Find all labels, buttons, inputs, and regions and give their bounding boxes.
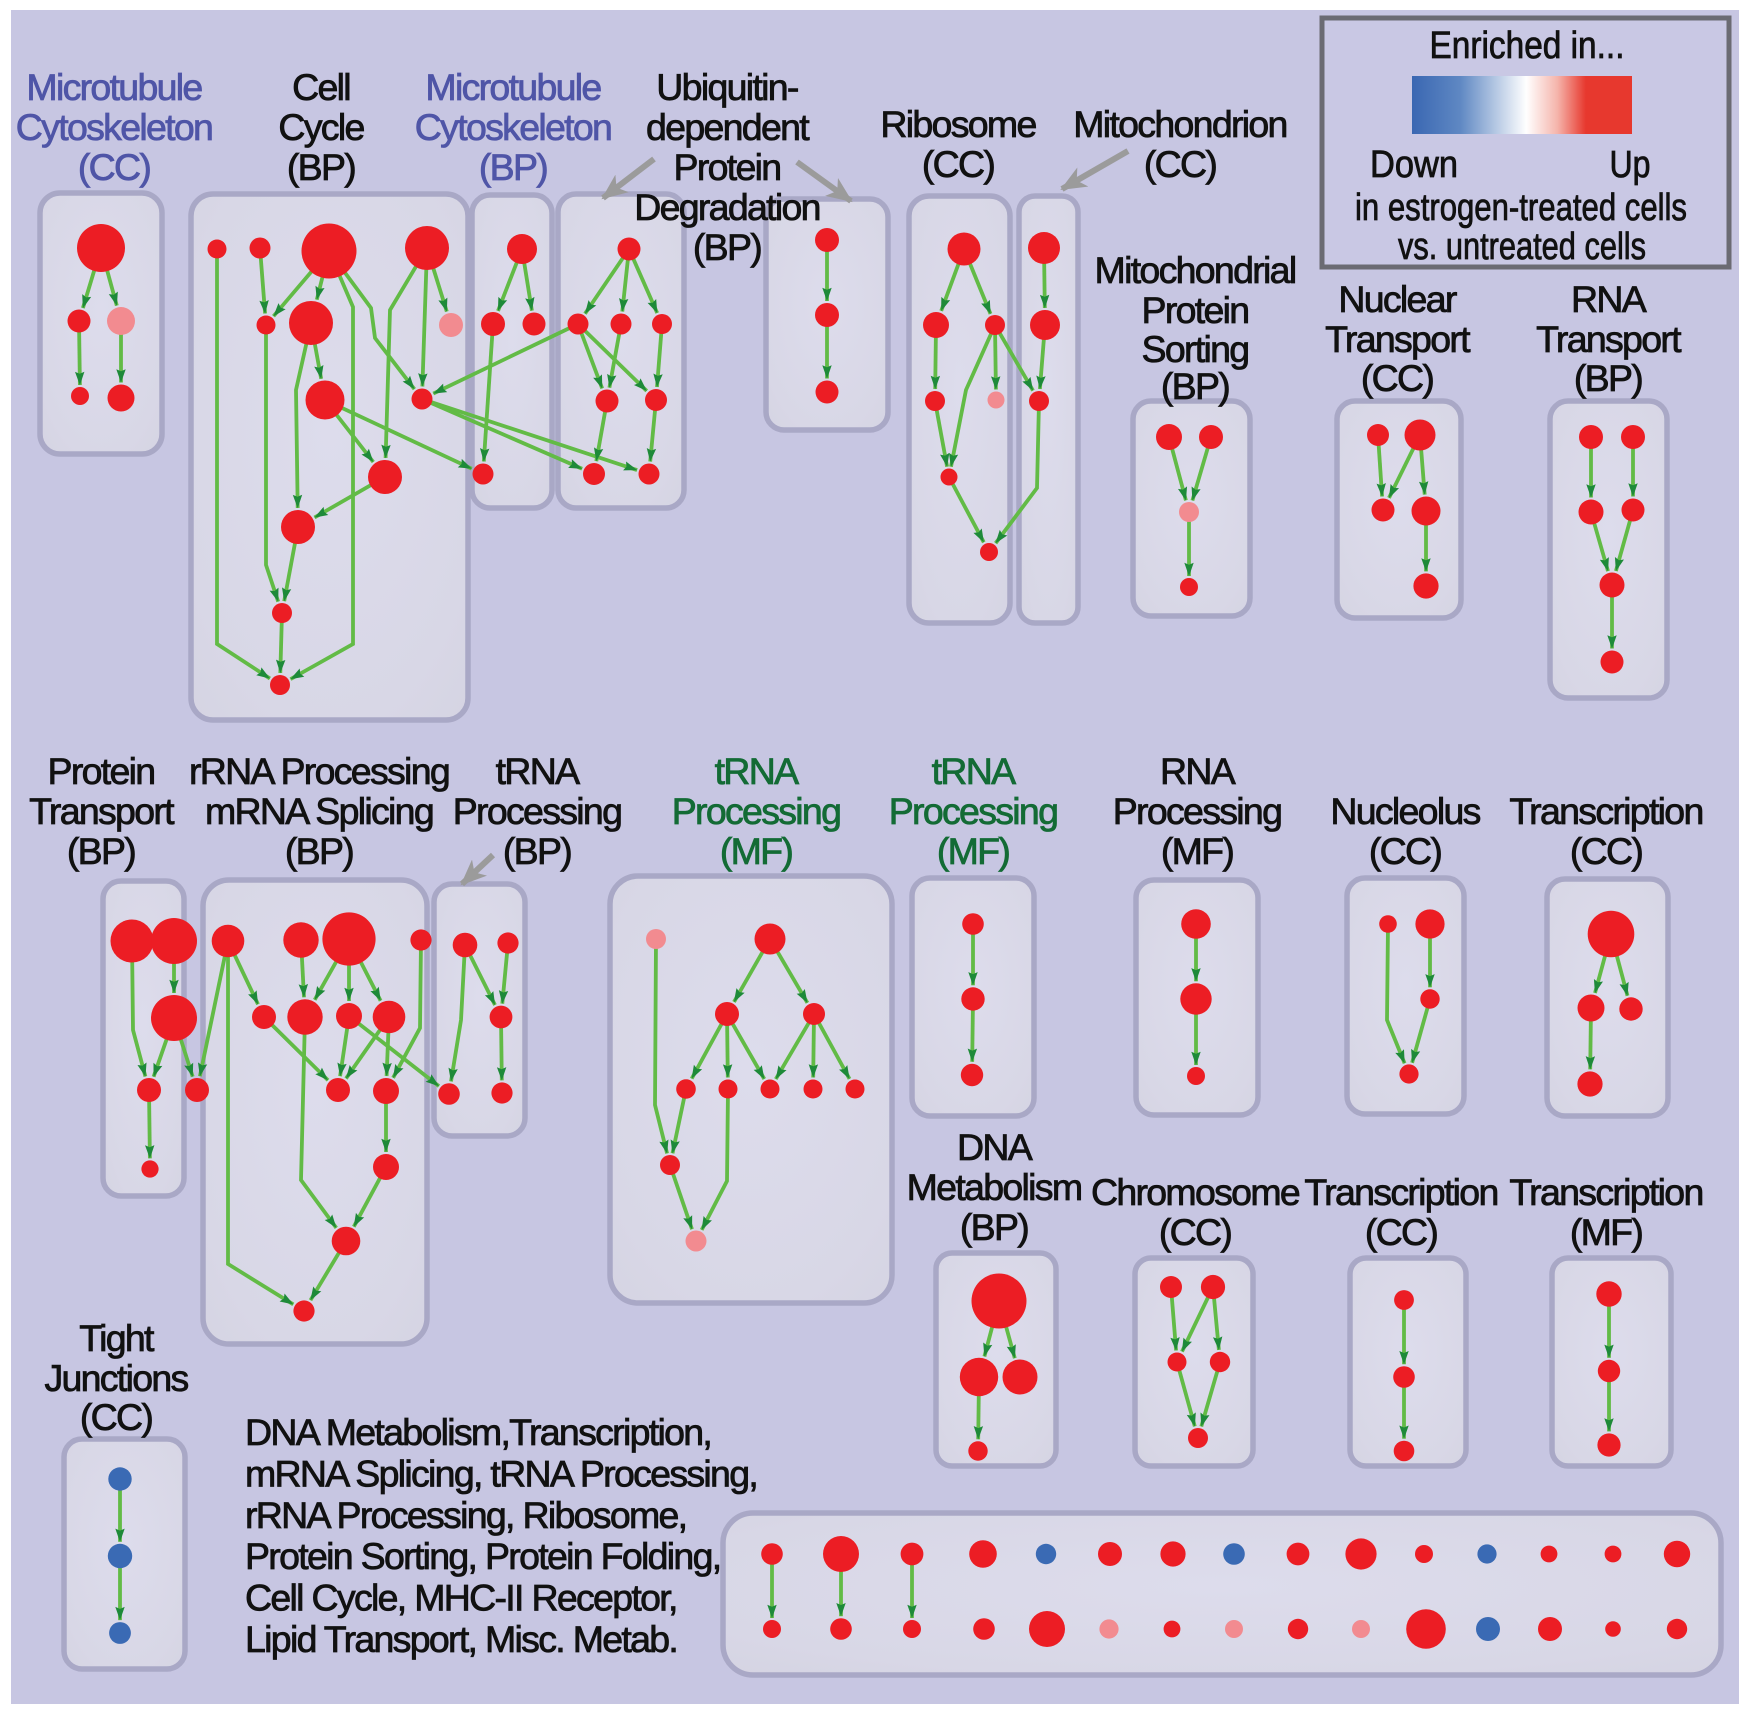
svg-text:Cytoskeleton: Cytoskeleton (16, 106, 212, 148)
svg-text:(CC): (CC) (1369, 830, 1442, 872)
svg-text:(CC): (CC) (1361, 357, 1434, 399)
svg-text:vs. untreated cells: vs. untreated cells (1398, 226, 1646, 268)
svg-text:tRNA: tRNA (496, 750, 580, 792)
svg-text:Transport: Transport (1325, 318, 1471, 360)
svg-text:(CC): (CC) (1570, 830, 1643, 872)
svg-text:mRNA Splicing, tRNA Processing: mRNA Splicing, tRNA Processing, (245, 1452, 757, 1494)
svg-text:Metabolism: Metabolism (907, 1166, 1082, 1208)
svg-text:Junctions: Junctions (44, 1357, 188, 1399)
svg-text:(CC): (CC) (80, 1396, 153, 1438)
svg-text:RNA: RNA (1160, 750, 1236, 792)
svg-text:(MF): (MF) (1161, 830, 1234, 872)
svg-text:tRNA: tRNA (932, 750, 1016, 792)
svg-text:(BP): (BP) (1161, 365, 1229, 407)
svg-text:Nucleolus: Nucleolus (1330, 790, 1480, 832)
svg-text:(BP): (BP) (1574, 357, 1642, 399)
svg-text:Microtubule: Microtubule (26, 66, 202, 108)
svg-text:rRNA Processing, Ribosome,: rRNA Processing, Ribosome, (245, 1494, 686, 1536)
svg-text:dependent: dependent (646, 106, 810, 148)
svg-text:Processing: Processing (453, 790, 622, 832)
svg-text:(BP): (BP) (503, 830, 571, 872)
svg-text:Ubiquitin-: Ubiquitin- (656, 66, 798, 108)
svg-text:(BP): (BP) (693, 226, 761, 268)
svg-text:Enriched in...: Enriched in... (1430, 25, 1625, 67)
svg-text:Processing: Processing (889, 790, 1058, 832)
svg-text:Transport: Transport (1536, 318, 1682, 360)
svg-text:tRNA: tRNA (715, 750, 799, 792)
svg-text:(CC): (CC) (78, 146, 151, 188)
svg-text:rRNA Processing: rRNA Processing (189, 750, 449, 792)
svg-text:(BP): (BP) (67, 830, 135, 872)
svg-text:Protein: Protein (1142, 289, 1249, 331)
svg-text:(CC): (CC) (1365, 1211, 1438, 1253)
svg-text:Transport: Transport (29, 790, 175, 832)
svg-text:Protein Sorting, Protein Foldi: Protein Sorting, Protein Folding, (245, 1535, 720, 1577)
svg-text:Protein: Protein (48, 750, 155, 792)
svg-text:(BP): (BP) (479, 146, 547, 188)
svg-text:(CC): (CC) (1144, 143, 1217, 185)
svg-text:Transcription: Transcription (1509, 790, 1702, 832)
svg-text:DNA: DNA (957, 1126, 1033, 1168)
svg-text:Chromosome: Chromosome (1091, 1171, 1300, 1213)
svg-text:Mitochondrion: Mitochondrion (1073, 103, 1286, 145)
svg-text:Sorting: Sorting (1142, 328, 1249, 370)
svg-text:(MF): (MF) (937, 830, 1010, 872)
svg-text:Processing: Processing (1113, 790, 1282, 832)
svg-text:(BP): (BP) (960, 1206, 1028, 1248)
svg-text:DNA Metabolism,Transcription,: DNA Metabolism,Transcription, (245, 1411, 711, 1453)
svg-text:Lipid Transport, Misc. Metab.: Lipid Transport, Misc. Metab. (245, 1618, 677, 1660)
svg-text:Tight: Tight (79, 1317, 155, 1359)
svg-text:Degradation: Degradation (634, 186, 820, 228)
svg-text:Down: Down (1370, 144, 1458, 186)
svg-text:(BP): (BP) (285, 830, 353, 872)
svg-text:Protein: Protein (674, 146, 781, 188)
svg-text:Transcription: Transcription (1509, 1171, 1702, 1213)
svg-text:Up: Up (1610, 144, 1651, 186)
svg-text:(MF): (MF) (1570, 1211, 1643, 1253)
svg-text:Cell: Cell (292, 66, 350, 108)
svg-text:Cycle: Cycle (278, 106, 364, 148)
svg-text:Nuclear: Nuclear (1338, 278, 1457, 320)
svg-text:Mitochondrial: Mitochondrial (1095, 249, 1296, 291)
svg-text:(CC): (CC) (1159, 1211, 1232, 1253)
svg-text:Cytoskeleton: Cytoskeleton (415, 106, 611, 148)
svg-text:in estrogen-treated cells: in estrogen-treated cells (1355, 187, 1687, 229)
svg-text:Transcription: Transcription (1304, 1171, 1497, 1213)
svg-text:RNA: RNA (1571, 278, 1647, 320)
svg-text:Microtubule: Microtubule (425, 66, 601, 108)
svg-text:Processing: Processing (672, 790, 841, 832)
svg-text:(CC): (CC) (922, 143, 995, 185)
svg-text:Ribosome: Ribosome (880, 103, 1036, 145)
svg-text:Cell Cycle, MHC-II Receptor,: Cell Cycle, MHC-II Receptor, (245, 1577, 677, 1619)
svg-text:mRNA Splicing: mRNA Splicing (205, 790, 433, 832)
svg-text:(BP): (BP) (287, 146, 355, 188)
svg-text:(MF): (MF) (720, 830, 793, 872)
